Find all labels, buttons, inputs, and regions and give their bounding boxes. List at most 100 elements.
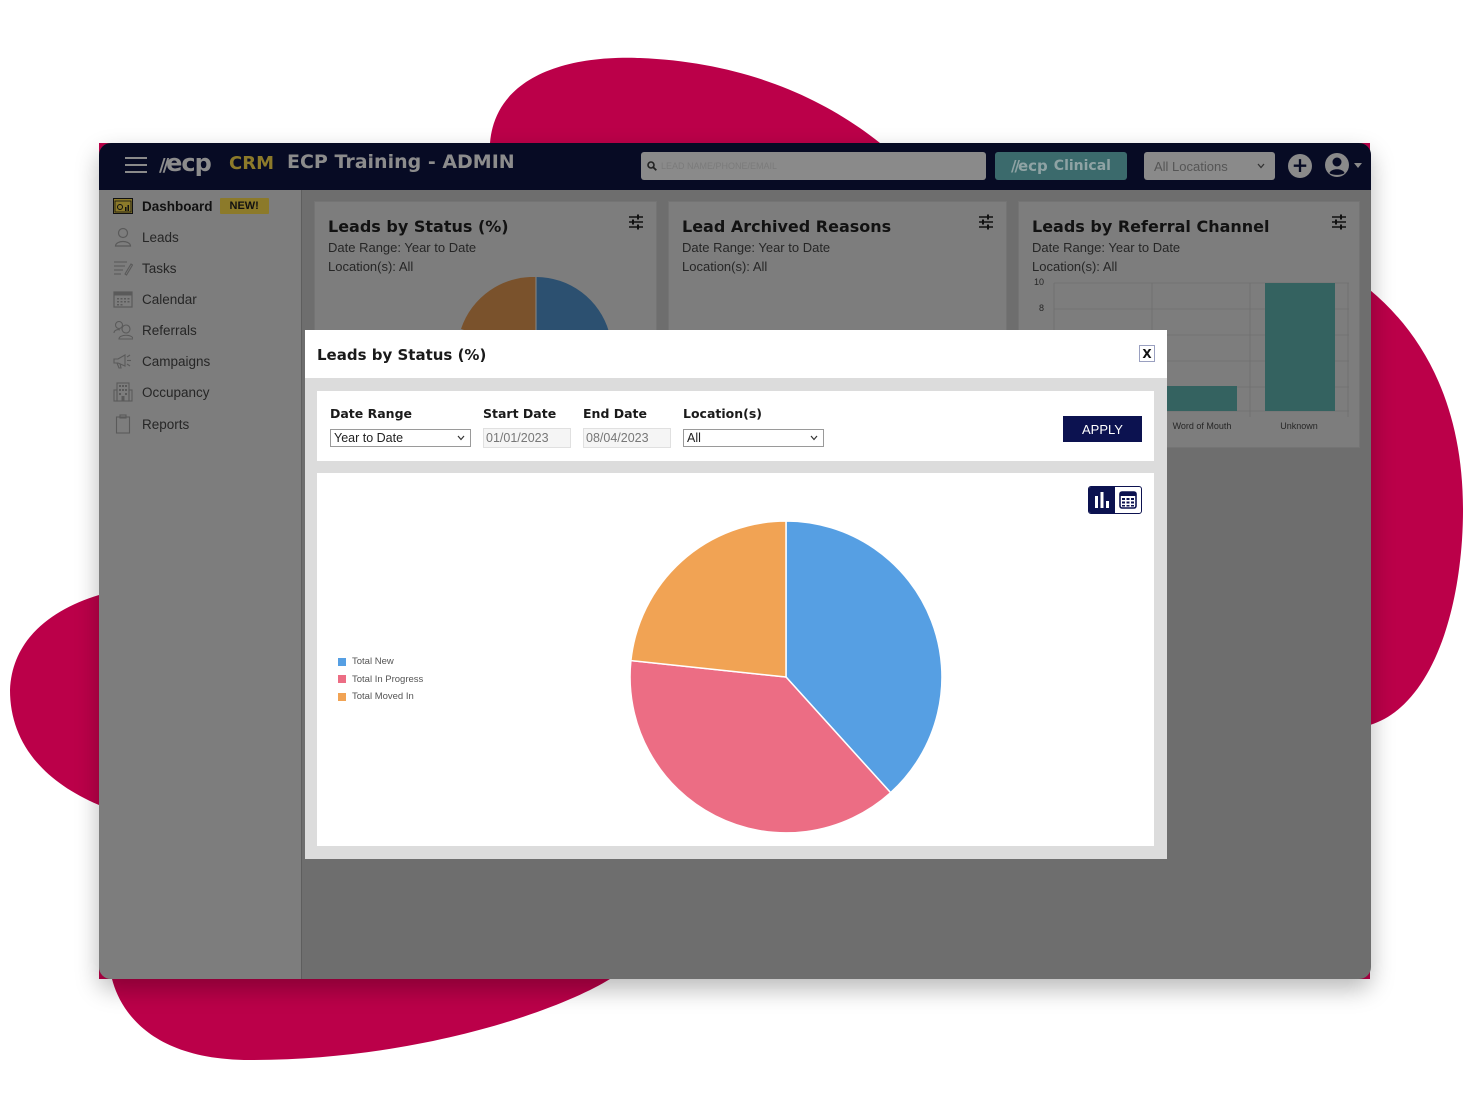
building-icon <box>113 382 133 402</box>
caret-down-icon <box>1354 163 1362 168</box>
card-date-range: Date Range: Year to Date <box>328 240 477 255</box>
mini-pie-chart <box>461 277 609 337</box>
view-toggle <box>1088 486 1142 514</box>
sidebar-item-campaigns[interactable]: Campaigns <box>113 348 210 374</box>
sidebar-item-label: Leads <box>142 229 179 245</box>
add-button[interactable]: + <box>1288 153 1312 178</box>
y-tick: 10 <box>1034 277 1045 287</box>
legend-swatch <box>338 692 346 701</box>
sidebar-item-leads[interactable]: Leads <box>113 224 179 250</box>
location-select[interactable]: All Locations <box>1144 152 1275 180</box>
sliders-settings-icon[interactable] <box>1331 214 1347 230</box>
legend-swatch <box>338 675 346 684</box>
sidebar-item-label: Occupancy <box>142 384 210 400</box>
search-box[interactable] <box>641 152 986 180</box>
pie-slice-total-in-progress[interactable] <box>629 659 892 834</box>
sliders-settings-icon[interactable] <box>978 214 994 230</box>
close-button[interactable]: X <box>1139 345 1155 362</box>
sidebar-item-label: Referrals <box>142 322 197 338</box>
referral-bar-chart <box>1053 282 1349 417</box>
date-range-value: Year to Date <box>334 431 404 445</box>
legend-label: Total New <box>352 656 394 668</box>
sidebar-item-calendar[interactable]: Calendar <box>113 286 197 312</box>
sidebar-item-label: Dashboard <box>142 198 213 214</box>
sidebar-item-label: Reports <box>142 416 190 432</box>
card-locations: Location(s): All <box>1032 259 1118 274</box>
sliders-settings-icon[interactable] <box>628 214 644 230</box>
filter-panel: Date Range Year to Date Start Date 01/01… <box>317 391 1154 461</box>
leads-status-pie-chart <box>629 520 943 834</box>
sidebar-item-reports[interactable]: Reports <box>113 411 189 437</box>
sidebar-item-label: Campaigns <box>142 353 211 369</box>
chart-panel: Total New Total In Progress Total Moved … <box>317 473 1154 846</box>
card-title: Leads by Referral Channel <box>1032 217 1270 236</box>
top-bar: //ecp CRM ECP Training - ADMIN //ecp Cli… <box>99 143 1371 190</box>
dashboard-icon <box>113 196 133 216</box>
sidebar-item-dashboard[interactable]: Dashboard NEW! <box>113 193 269 219</box>
apply-button[interactable]: APPLY <box>1063 416 1142 442</box>
table-icon <box>1119 491 1137 509</box>
pie-slice-total-moved-in[interactable] <box>630 520 787 678</box>
sidebar-item-label: Tasks <box>142 260 177 276</box>
search-input[interactable] <box>661 161 961 171</box>
x-label: Unknown <box>1280 421 1318 431</box>
ecp-logo: //ecp <box>159 149 212 177</box>
legend-swatch <box>338 657 346 666</box>
plus-icon: + <box>1291 153 1309 177</box>
app-window: //ecp CRM ECP Training - ADMIN //ecp Cli… <box>99 143 1371 979</box>
locations-label: Location(s) <box>683 406 763 421</box>
sidebar-item-label: Calendar <box>142 291 197 307</box>
card-date-range: Date Range: Year to Date <box>1032 240 1181 255</box>
ecp-clinical-button[interactable]: //ecp Clinical <box>995 152 1127 180</box>
card-title: Leads by Status (%) <box>328 217 509 236</box>
referrals-icon <box>113 320 133 340</box>
legend-item-total-moved-in[interactable]: Total Moved In <box>338 688 423 706</box>
search-icon <box>647 161 657 171</box>
card-locations: Location(s): All <box>682 259 768 274</box>
start-date-field[interactable]: 01/01/2023 <box>483 428 571 448</box>
leads-by-status-modal: Leads by Status (%) X Date Range Year to… <box>305 330 1167 859</box>
pie-slice-total-new[interactable] <box>785 520 943 794</box>
card-date-range: Date Range: Year to Date <box>682 240 831 255</box>
chevron-down-icon <box>457 435 465 441</box>
user-account-icon <box>1325 153 1349 177</box>
app-title: ECP Training - ADMIN <box>287 151 515 173</box>
clipboard-icon <box>113 414 133 434</box>
chart-view-button[interactable] <box>1089 487 1115 513</box>
end-date-label: End Date <box>583 406 648 421</box>
hamburger-menu-icon[interactable] <box>125 157 147 173</box>
sidebar-item-occupancy[interactable]: Occupancy <box>113 379 210 405</box>
y-tick: 8 <box>1039 303 1045 313</box>
new-badge: NEW! <box>219 198 269 214</box>
legend-label: Total Moved In <box>352 691 414 703</box>
sidebar-item-referrals[interactable]: Referrals <box>113 317 197 343</box>
locations-select[interactable]: All <box>683 429 824 447</box>
x-label: Word of Mouth <box>1172 421 1232 431</box>
table-view-button[interactable] <box>1115 487 1141 513</box>
legend-item-total-new[interactable]: Total New <box>338 653 423 671</box>
date-range-label: Date Range <box>330 406 413 421</box>
modal-title: Leads by Status (%) <box>317 346 487 364</box>
chevron-down-icon <box>1257 163 1265 169</box>
bar-chart-icon <box>1095 492 1109 508</box>
sidebar: Dashboard NEW! Leads Tasks Calendar <box>99 190 302 979</box>
locations-value: All <box>687 431 701 445</box>
clinical-logo: //ecp <box>1011 157 1048 175</box>
sidebar-item-tasks[interactable]: Tasks <box>113 255 177 281</box>
tasks-icon <box>113 258 133 278</box>
user-menu-button[interactable] <box>1324 152 1364 180</box>
modal-header: Leads by Status (%) X <box>305 330 1167 378</box>
date-range-select[interactable]: Year to Date <box>330 429 471 447</box>
legend-item-total-in-progress[interactable]: Total In Progress <box>338 671 423 689</box>
close-icon: X <box>1142 346 1152 361</box>
card-locations: Location(s): All <box>328 259 414 274</box>
chart-legend: Total New Total In Progress Total Moved … <box>338 653 423 706</box>
end-date-field[interactable]: 08/04/2023 <box>583 428 671 448</box>
chevron-down-icon <box>810 435 818 441</box>
clinical-label: Clinical <box>1053 158 1111 174</box>
start-date-label: Start Date <box>483 406 557 421</box>
person-icon <box>113 227 133 247</box>
legend-label: Total In Progress <box>352 673 424 685</box>
megaphone-icon <box>113 351 133 371</box>
